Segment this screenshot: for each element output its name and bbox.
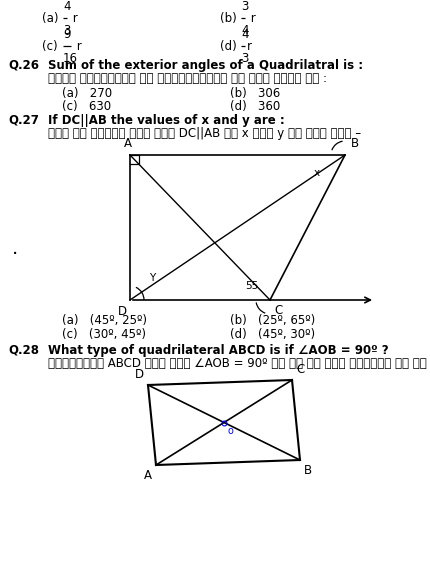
Text: Y: Y [149, 273, 155, 283]
Text: r: r [247, 39, 252, 52]
Text: (c)   630: (c) 630 [62, 100, 111, 113]
Text: (c): (c) [42, 39, 58, 52]
Text: D: D [135, 368, 144, 381]
Text: x: x [314, 168, 320, 178]
Text: B: B [351, 137, 359, 150]
Text: A: A [124, 137, 132, 150]
Text: 4: 4 [241, 27, 249, 40]
Text: (b)   (25º, 65º): (b) (25º, 65º) [230, 314, 315, 327]
Text: 3: 3 [241, 52, 249, 64]
Text: (b): (b) [220, 11, 237, 24]
Text: (d)   (45º, 30º): (d) (45º, 30º) [230, 328, 315, 340]
Text: (a): (a) [42, 11, 58, 24]
Text: What type of quadrilateral ABCD is if ∠AOB = 90º ?: What type of quadrilateral ABCD is if ∠A… [48, 344, 389, 357]
Text: 16: 16 [63, 52, 78, 64]
Text: Q.26: Q.26 [8, 59, 39, 72]
Text: चतुर्भुज ABCD में यदि ∠AOB = 90º हो तो यह किस प्रकार का है –: चतुर्भुज ABCD में यदि ∠AOB = 90º हो तो य… [48, 357, 430, 369]
Text: (a)   270: (a) 270 [62, 86, 112, 100]
Text: (c)   (30º, 45º): (c) (30º, 45º) [62, 328, 146, 340]
Text: (d)   360: (d) 360 [230, 100, 280, 113]
Text: o: o [228, 426, 234, 435]
Text: r: r [247, 11, 255, 24]
Text: If DC||AB the values of x and y are :: If DC||AB the values of x and y are : [48, 113, 285, 126]
Text: C: C [274, 304, 282, 317]
Text: r: r [69, 11, 77, 24]
Text: (b)   306: (b) 306 [230, 86, 280, 100]
Text: Q.27: Q.27 [8, 113, 39, 126]
Text: 9: 9 [63, 27, 71, 40]
Text: (d): (d) [220, 39, 237, 52]
Text: C: C [296, 363, 304, 376]
Text: 4: 4 [241, 23, 249, 36]
Text: 55: 55 [246, 281, 258, 291]
Text: r: r [73, 39, 81, 52]
Text: (a)   (45º, 25º): (a) (45º, 25º) [62, 314, 147, 327]
Text: .: . [12, 238, 18, 258]
Text: D: D [117, 305, 126, 318]
Text: किसी चतुर्भुज के बहिष्कोणों का योग होता है :: किसी चतुर्भुज के बहिष्कोणों का योग होता … [48, 72, 327, 85]
Text: दिए गए चित्र में यदि DC||AB तो x तथा y के मान हैं –: दिए गए चित्र में यदि DC||AB तो x तथा y क… [48, 126, 361, 139]
Text: A: A [144, 469, 152, 482]
Text: Sum of the exterior angles of a Quadrilatral is :: Sum of the exterior angles of a Quadrila… [48, 59, 363, 72]
Text: 4: 4 [63, 0, 71, 13]
Text: 3: 3 [241, 0, 249, 13]
Text: 3: 3 [63, 23, 71, 36]
Text: Q.28: Q.28 [8, 344, 39, 357]
Text: B: B [304, 464, 312, 477]
